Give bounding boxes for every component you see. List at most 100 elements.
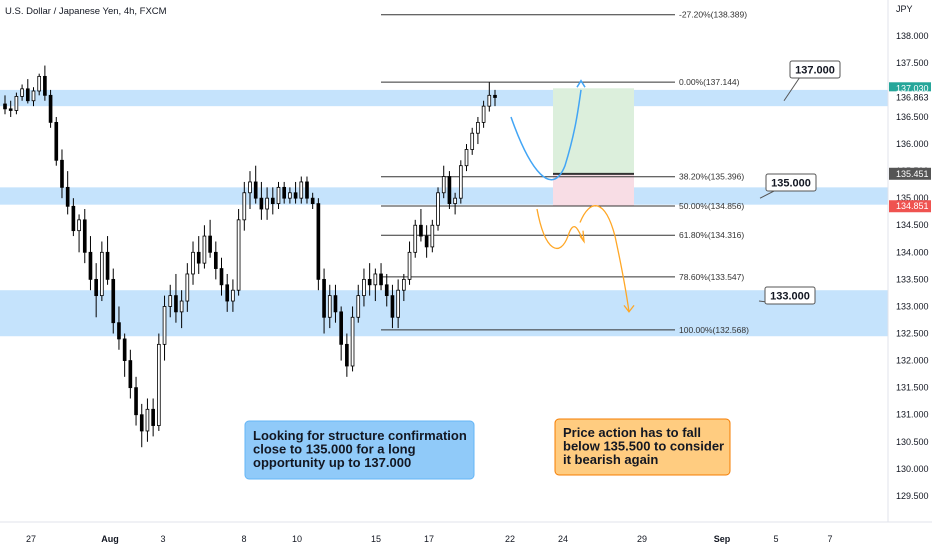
bearish-arrowhead-2 xyxy=(623,304,635,313)
candle-body xyxy=(407,251,412,280)
candle-body xyxy=(168,295,173,307)
candle-body xyxy=(48,94,53,123)
candle-body xyxy=(122,338,127,361)
candle-body xyxy=(253,181,258,199)
price-tag-box xyxy=(889,200,931,213)
candle-body xyxy=(293,192,298,199)
candle-body xyxy=(25,88,30,102)
x-tick-label: 15 xyxy=(371,534,381,544)
orange-note xyxy=(554,418,731,476)
candle-body xyxy=(299,181,304,199)
zone-band xyxy=(0,290,888,337)
fib-label: 61.80%(134.316) xyxy=(679,230,744,240)
x-tick-label: Aug xyxy=(101,534,119,544)
fib-label: 0.00%(137.144) xyxy=(679,77,740,87)
candle-body xyxy=(424,235,429,248)
candle-body xyxy=(356,295,361,318)
candle-body xyxy=(464,149,469,167)
blue-note-line: Looking for structure confirmation xyxy=(253,428,467,443)
candle-body xyxy=(20,88,24,97)
candle-body xyxy=(367,278,372,286)
candle-body xyxy=(88,251,93,280)
candle-body xyxy=(390,295,395,318)
y-tick-label: 131.500 xyxy=(896,383,929,393)
zone-callout-label: 137.000 xyxy=(795,65,835,77)
price-tag-box xyxy=(889,167,931,180)
candle-body xyxy=(430,224,435,248)
candle-body xyxy=(458,165,463,199)
candle-body xyxy=(179,300,184,313)
candle-body xyxy=(310,197,315,204)
candle-body xyxy=(202,235,207,264)
candle-body xyxy=(276,186,281,204)
candle-body xyxy=(379,273,383,286)
y-tick-label: 135.000 xyxy=(896,193,929,203)
candle-body xyxy=(31,90,36,102)
candle-body xyxy=(225,284,230,302)
candle-body xyxy=(231,289,235,302)
candle-body xyxy=(481,105,486,123)
zone-callout-label: 133.000 xyxy=(770,291,810,303)
candle-body xyxy=(453,197,457,204)
y-tick-label: 137.500 xyxy=(896,58,929,68)
price-tag-label: 136.863 xyxy=(896,92,929,102)
currency-label: JPY xyxy=(896,4,913,14)
y-tick-label: 134.500 xyxy=(896,220,929,230)
x-tick-label: 10 xyxy=(292,534,302,544)
y-tick-label: 132.500 xyxy=(896,329,929,339)
candle-body xyxy=(65,186,70,207)
candle-body xyxy=(3,103,7,110)
candle-body xyxy=(162,306,167,345)
candle-body xyxy=(270,197,275,204)
y-tick-label: 136.500 xyxy=(896,112,929,122)
price-tag-box xyxy=(889,82,931,95)
candle-body xyxy=(105,251,110,280)
candle-body xyxy=(470,132,475,150)
candle-body xyxy=(413,224,418,253)
candle-body xyxy=(37,75,42,92)
price-tag-label: 134.851 xyxy=(896,201,929,211)
x-tick-label: 3 xyxy=(160,534,165,544)
candle-body xyxy=(157,343,161,426)
candle-body xyxy=(60,159,64,188)
fib-label: 100.00%(132.568) xyxy=(679,325,749,335)
x-tick-label: Sep xyxy=(714,534,731,544)
target-zone xyxy=(553,88,634,174)
x-tick-label: 24 xyxy=(558,534,568,544)
y-tick-label: 138.000 xyxy=(896,31,929,41)
bullish-path xyxy=(510,89,582,181)
candle-body xyxy=(191,251,195,275)
candle-body xyxy=(396,289,400,318)
candle-body xyxy=(345,343,349,367)
candle-body xyxy=(339,311,343,345)
candle-body xyxy=(185,273,190,302)
y-tick-label: 130.000 xyxy=(896,464,929,474)
candle-body xyxy=(145,408,150,432)
candle-body xyxy=(8,108,13,111)
candle-body xyxy=(117,322,121,340)
x-tick-label: 29 xyxy=(637,534,647,544)
zone-band xyxy=(0,89,888,107)
x-tick-label: 22 xyxy=(505,534,515,544)
fib-label: 50.00%(134.856) xyxy=(679,201,744,211)
candle-body xyxy=(71,205,76,232)
candle-body xyxy=(196,251,201,264)
blue-note-line: opportunity up to 137.000 xyxy=(253,455,411,470)
candle-body xyxy=(327,295,332,318)
y-tick-label: 130.500 xyxy=(896,437,929,447)
candle-body xyxy=(436,192,440,226)
fib-label: 38.20%(135.396) xyxy=(679,172,744,182)
y-tick-label: 133.500 xyxy=(896,274,929,284)
x-tick-label: 5 xyxy=(773,534,778,544)
candle-body xyxy=(259,197,264,210)
candle-body xyxy=(151,408,155,426)
candle-body xyxy=(14,96,19,111)
candle-body xyxy=(305,181,309,199)
candle-body xyxy=(373,273,378,286)
y-tick-label: 134.000 xyxy=(896,247,929,257)
candle-body xyxy=(288,192,292,199)
candle-body xyxy=(82,219,87,253)
candle-body xyxy=(487,94,492,107)
blue-note-line: close to 135.000 for a long xyxy=(253,442,416,457)
